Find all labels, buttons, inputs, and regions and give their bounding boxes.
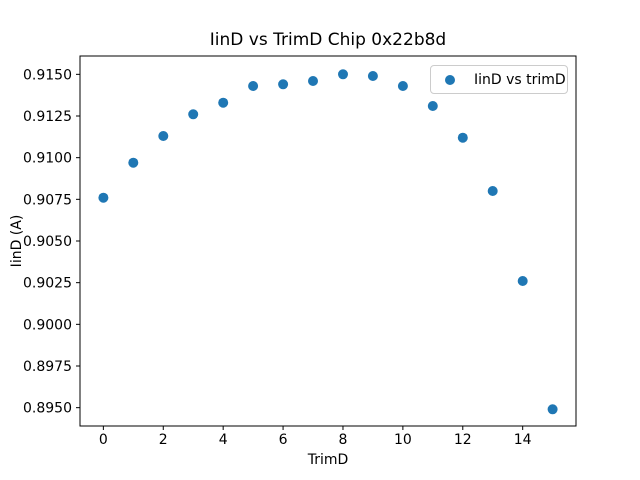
- svg-text:4: 4: [219, 432, 228, 448]
- svg-text:8: 8: [339, 432, 348, 448]
- svg-text:0: 0: [99, 432, 108, 448]
- svg-text:0.9050: 0.9050: [23, 234, 72, 250]
- svg-text:0.8950: 0.8950: [23, 401, 72, 417]
- y-axis-label: IinD (A): [9, 214, 25, 268]
- legend-marker-icon: [445, 74, 455, 85]
- svg-text:10: 10: [394, 432, 412, 448]
- svg-text:6: 6: [279, 432, 288, 448]
- svg-text:0.8975: 0.8975: [23, 359, 72, 375]
- x-axis-label: TrimD: [307, 452, 349, 468]
- chart-title: IinD vs TrimD Chip 0x22b8d: [209, 30, 447, 50]
- svg-text:12: 12: [454, 432, 472, 448]
- svg-text:0.9025: 0.9025: [23, 276, 72, 292]
- svg-text:14: 14: [514, 432, 532, 448]
- svg-text:0.9150: 0.9150: [23, 67, 72, 83]
- svg-text:0.9075: 0.9075: [23, 192, 72, 208]
- svg-text:2: 2: [159, 432, 168, 448]
- legend-label: IinD vs trimD: [474, 71, 566, 88]
- svg-text:0.9125: 0.9125: [23, 109, 72, 125]
- svg-text:0.9000: 0.9000: [23, 317, 72, 333]
- legend: IinD vs trimD: [430, 65, 568, 94]
- svg-text:0.9100: 0.9100: [23, 151, 72, 167]
